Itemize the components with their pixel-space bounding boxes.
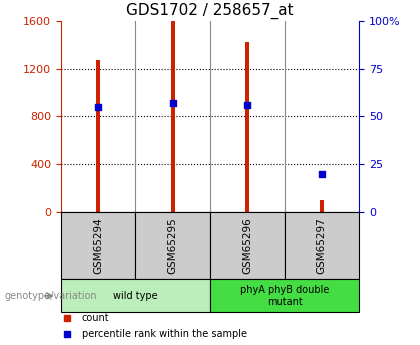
Bar [285, 212, 359, 279]
Text: GSM65294: GSM65294 [93, 217, 103, 274]
Text: GSM65297: GSM65297 [317, 217, 327, 274]
Bar [135, 212, 210, 279]
Bar [96, 60, 100, 212]
Title: GDS1702 / 258657_at: GDS1702 / 258657_at [126, 3, 294, 19]
Bar [320, 200, 324, 212]
Point [169, 100, 176, 106]
Point [318, 171, 325, 177]
Bar [61, 279, 210, 312]
Text: wild type: wild type [113, 291, 158, 301]
Text: phyA phyB double
mutant: phyA phyB double mutant [240, 285, 329, 307]
Bar [61, 212, 135, 279]
Bar [245, 42, 249, 212]
Bar [210, 212, 285, 279]
Point [95, 104, 102, 110]
Text: GSM65296: GSM65296 [242, 217, 252, 274]
Text: count: count [82, 313, 109, 323]
Text: genotype/variation: genotype/variation [4, 291, 97, 301]
Text: percentile rank within the sample: percentile rank within the sample [82, 329, 247, 339]
Bar [171, 21, 175, 212]
Point [244, 102, 251, 108]
Text: GSM65295: GSM65295 [168, 217, 178, 274]
Bar [210, 279, 359, 312]
